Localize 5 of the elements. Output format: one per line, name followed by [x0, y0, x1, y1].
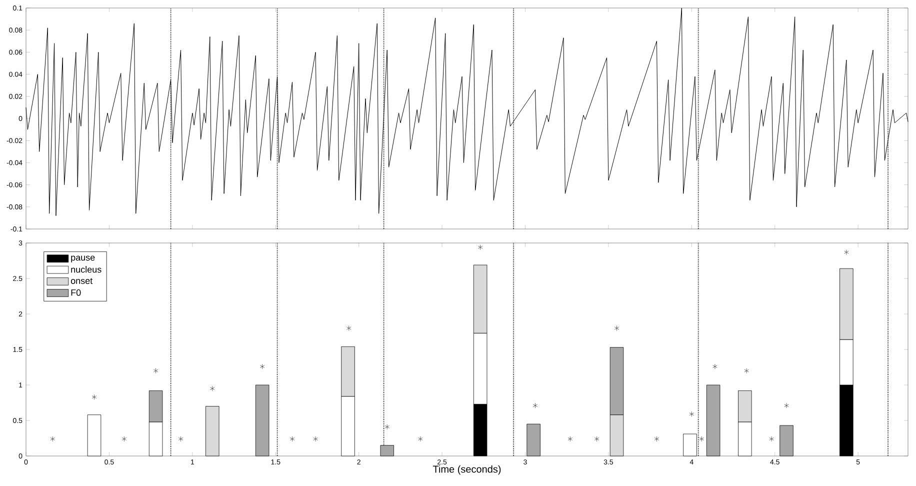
legend-label: onset	[70, 278, 93, 284]
legend-label: pause	[71, 256, 95, 262]
legend-label: F0	[71, 289, 81, 296]
legend-label: nucleus	[71, 266, 102, 273]
x-axis-title: Time (seconds)	[432, 465, 501, 475]
